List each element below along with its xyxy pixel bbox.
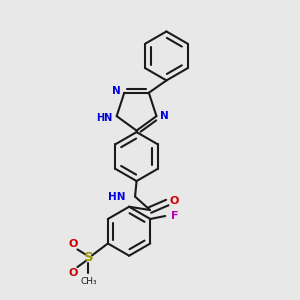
Text: O: O [68, 268, 78, 278]
Text: N: N [112, 86, 120, 96]
Text: S: S [84, 251, 93, 264]
Text: O: O [169, 196, 178, 206]
Text: F: F [171, 211, 178, 221]
Text: HN: HN [108, 192, 125, 202]
Text: O: O [68, 239, 78, 249]
Text: N: N [160, 111, 169, 121]
Text: HN: HN [96, 112, 112, 123]
Text: CH₃: CH₃ [80, 277, 97, 286]
